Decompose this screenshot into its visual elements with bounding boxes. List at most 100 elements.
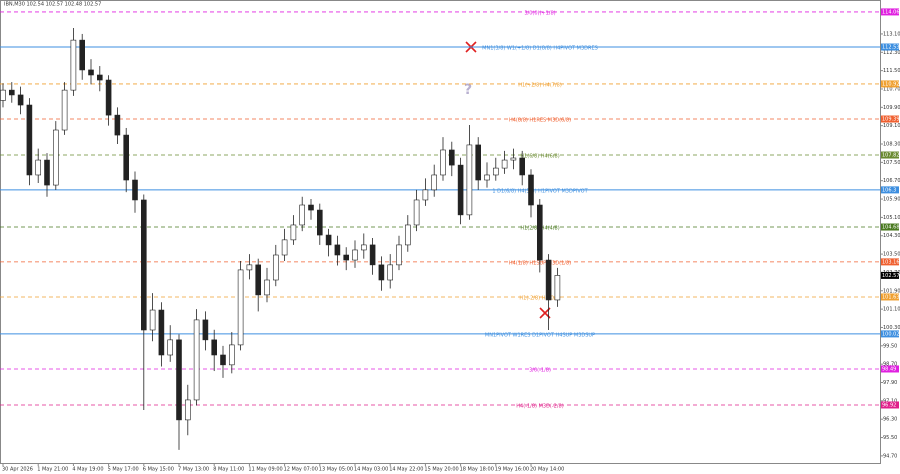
y-tick-label: 106.70 <box>883 178 900 184</box>
candle-body <box>457 164 464 216</box>
candle-body <box>9 89 15 96</box>
level-label: H1(6/8) H4(6/8) <box>520 154 559 160</box>
y-tick-label: 101.90 <box>883 288 900 294</box>
candle-body <box>237 269 244 346</box>
level-label: H4(8/8) H1RES M3D(6/8) <box>509 118 571 124</box>
candle-body <box>466 144 473 216</box>
y-tick-label: 105.10 <box>883 215 900 221</box>
level-label: 1 D1(6/8) H4(5/8) H1PIVOT M3DPIVOT <box>492 188 588 194</box>
price-box-label: 103.16 <box>882 259 900 265</box>
x-tick-label: 20 May 14:00 <box>530 467 564 473</box>
x-tick-label: 7 May 13:00 <box>178 467 209 473</box>
candle-body <box>440 149 446 176</box>
y-tick-label: 94.70 <box>883 453 897 459</box>
x-tick-label: 14 May 03:00 <box>354 467 388 473</box>
candle-body <box>61 89 68 131</box>
candle-body <box>0 89 6 101</box>
candle-body <box>176 339 182 421</box>
y-tick-label: 103.50 <box>883 252 900 258</box>
candle-body <box>44 159 50 186</box>
price-box <box>881 115 899 123</box>
candle-body <box>536 204 543 261</box>
candle-body <box>360 244 367 251</box>
candle-body <box>229 344 235 366</box>
candle-body <box>97 74 103 81</box>
current-price-box <box>881 271 899 279</box>
y-tick-label: 104.30 <box>883 233 900 239</box>
candle-body <box>246 264 253 271</box>
price-box <box>881 186 899 194</box>
candle-body <box>492 167 499 176</box>
price-box-label: 112.53 <box>882 45 900 51</box>
candle-body <box>431 174 438 191</box>
y-tick-label: 95.50 <box>883 435 897 441</box>
candle-body <box>334 244 341 256</box>
price-box-label: 104.68 <box>882 225 900 231</box>
candle-body <box>132 179 138 201</box>
candle-body <box>272 254 279 281</box>
x-tick-label: 19 May 16:00 <box>495 467 529 473</box>
candle-body <box>448 149 455 166</box>
y-tick-label: 101.10 <box>883 307 900 313</box>
candle-body <box>352 249 358 261</box>
x-tick-label: 18 May 18:00 <box>460 467 494 473</box>
price-box <box>881 258 899 266</box>
candle-body <box>114 114 121 136</box>
candle-body <box>193 319 200 401</box>
x-tick-label: 13 May 05:00 <box>319 467 353 473</box>
candle-body <box>545 259 552 301</box>
level-label: H4(-1/8) M3D(-2/8) <box>516 403 563 409</box>
price-box <box>881 330 899 338</box>
candle-body <box>519 157 526 176</box>
x-tick-label: 30 Apr 2026 <box>2 467 33 473</box>
candle-body <box>396 244 402 266</box>
price-box-label: 109.39 <box>882 117 900 123</box>
candle-body <box>17 94 24 106</box>
y-tick-label: 107.50 <box>883 160 900 166</box>
candle-body <box>158 309 165 356</box>
level-label: MN1PIVOT W1RES D1PIVOT H4SUP M3DSUP <box>485 332 595 338</box>
x-tick-label: 11 May 09:00 <box>248 467 282 473</box>
price-box <box>881 43 899 51</box>
candle-body <box>316 209 323 236</box>
candle-body <box>281 239 288 256</box>
candle-body <box>211 339 217 356</box>
y-tick-label: 97.10 <box>883 398 897 404</box>
x-tick-label: 6 May 15:00 <box>143 467 174 473</box>
y-tick-label: 97.90 <box>883 380 897 386</box>
candle-body <box>70 39 77 91</box>
price-box <box>881 223 899 231</box>
y-tick-label: 98.70 <box>883 362 897 368</box>
x-tick-label: 14 May 22:00 <box>389 467 423 473</box>
price-box <box>881 293 899 301</box>
candle-body <box>299 204 306 226</box>
candle-body <box>255 264 261 296</box>
candle-body <box>167 339 173 356</box>
candle-body <box>141 199 147 331</box>
level-label: MN1(3/8) W1(+1/8) D1(8/8) H4PIVOT M3DRES <box>482 46 598 52</box>
candle-body <box>79 39 85 71</box>
price-box-label: 101.63 <box>882 294 900 300</box>
candle-body <box>554 275 561 301</box>
price-box-label: 98.49 <box>882 366 896 372</box>
plot-frame <box>0 0 881 464</box>
x-tick-label: 12 May 07:00 <box>284 467 318 473</box>
candle-body <box>510 157 517 161</box>
candle-body <box>501 159 508 169</box>
candle-body <box>413 199 420 226</box>
candle-body <box>52 129 59 186</box>
candle-body <box>123 134 129 181</box>
y-tick-label: 112.30 <box>883 50 900 56</box>
candle-body <box>343 254 350 261</box>
candle-body <box>422 189 429 201</box>
y-tick-label: 105.90 <box>883 197 900 203</box>
y-tick-label: 100.30 <box>883 325 900 331</box>
chart-title: IBN,M30 102.54 102.57 102.48 102.57 <box>4 2 101 8</box>
y-tick-label: 109.90 <box>883 105 900 111</box>
level-label: 3/0(-1/8) <box>529 367 551 373</box>
candle-body <box>202 319 209 341</box>
price-box-label: 114.06 <box>882 9 900 15</box>
price-box-label: 107.82 <box>882 153 900 159</box>
candle-body <box>484 174 490 181</box>
